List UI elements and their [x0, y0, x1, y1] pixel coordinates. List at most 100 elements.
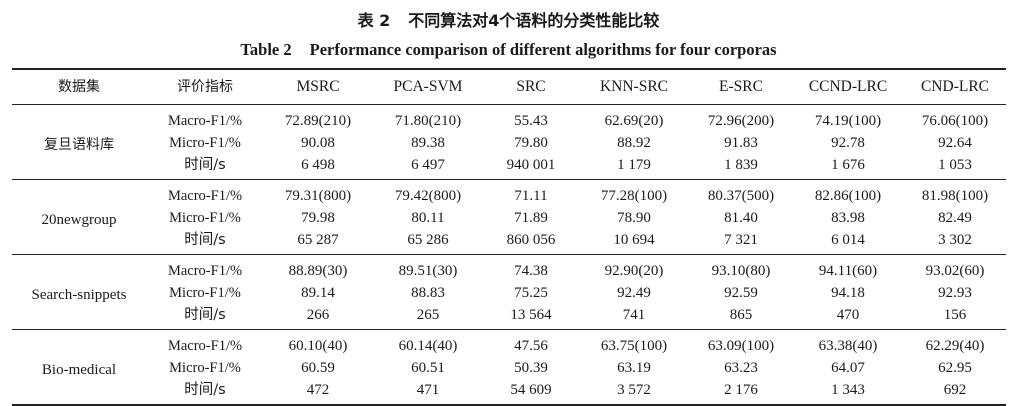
table-row: Bio-medical Macro-F1/% 60.10(40) 60.14(40) 4… — [12, 330, 1006, 378]
value-cell: 83.98 — [831, 210, 865, 226]
value-cell: 94.18 — [831, 285, 865, 301]
value-cell: 79.80 — [514, 135, 548, 151]
dataset-group: Search-snippets Macro-F1/% 88.89(30) 89.51(… — [12, 255, 1006, 330]
table-row: Micro-F1/% 60.59 60.51 50.39 63.19 63.23 64.07… — [12, 357, 1006, 379]
header-msrc: MSRC — [296, 78, 340, 95]
value-cell: 74.19(100) — [814, 113, 882, 129]
value-cell: 860 056 — [506, 232, 556, 248]
performance-table: 数据集 评价指标 MSRC PCA-SVM SRC KNN-SRC E-SRC … — [12, 68, 1006, 406]
table-row: Micro-F1/% 89.14 88.83 75.25 92.49 92.59 94.18… — [12, 282, 1006, 304]
metric-cell: Macro-F1/% — [167, 338, 243, 354]
value-cell: 89.14 — [301, 285, 335, 301]
value-cell: 472 — [306, 382, 330, 398]
value-cell: 265 — [416, 307, 440, 323]
value-cell: 60.51 — [411, 360, 445, 376]
value-cell: 266 — [306, 307, 330, 323]
value-cell: 865 — [729, 307, 753, 323]
value-cell: 741 — [622, 307, 646, 323]
header-knn-src: KNN-SRC — [599, 78, 669, 95]
value-cell: 79.42(800) — [394, 188, 462, 204]
table-title-en: Performance comparison of different algo… — [309, 40, 777, 59]
value-cell: 47.56 — [514, 338, 548, 354]
value-cell: 6 498 — [301, 157, 335, 173]
value-cell: 72.96(200) — [707, 113, 775, 129]
value-cell: 92.93 — [938, 285, 972, 301]
header-src: SRC — [516, 78, 546, 95]
table-number-en: Table 2 — [240, 40, 292, 59]
value-cell: 156 — [943, 307, 967, 323]
value-cell: 76.06(100) — [921, 113, 989, 129]
value-cell: 10 694 — [613, 232, 655, 248]
table-row: Micro-F1/% 90.08 89.38 79.80 88.92 91.83 92.78… — [12, 132, 1006, 154]
header-e-src: E-SRC — [719, 78, 763, 95]
value-cell: 7 321 — [724, 232, 758, 248]
value-cell: 88.89(30) — [288, 263, 348, 279]
metric-cell: Micro-F1/% — [169, 285, 241, 301]
value-cell: 60.59 — [301, 360, 335, 376]
value-cell: 64.07 — [831, 360, 865, 376]
value-cell: 72.89(210) — [284, 113, 352, 129]
table-row: 20newgroup Macro-F1/% 79.31(800) 79.42(800)… — [12, 180, 1006, 228]
value-cell: 82.86(100) — [814, 188, 882, 204]
metric-cell: 时间/s — [184, 307, 226, 323]
value-cell: 63.23 — [724, 360, 758, 376]
value-cell: 1 839 — [724, 157, 758, 173]
value-cell: 63.75(100) — [600, 338, 668, 354]
header-cnd-lrc: CND-LRC — [920, 78, 990, 95]
value-cell: 55.43 — [514, 113, 548, 129]
metric-cell: Macro-F1/% — [167, 263, 243, 279]
value-cell: 71.11 — [514, 188, 548, 204]
metric-cell: Macro-F1/% — [167, 113, 243, 129]
metric-cell: Micro-F1/% — [169, 360, 241, 376]
value-cell: 13 564 — [510, 307, 552, 323]
dataset-group: 复旦语料库 Macro-F1/% 72.89(210) 71.80(210) 55.43… — [12, 105, 1006, 180]
value-cell: 79.31(800) — [284, 188, 352, 204]
value-cell: 81.98(100) — [921, 188, 989, 204]
value-cell: 91.83 — [724, 135, 758, 151]
value-cell: 92.64 — [938, 135, 972, 151]
value-cell: 54 609 — [510, 382, 552, 398]
value-cell: 77.28(100) — [600, 188, 668, 204]
value-cell: 470 — [836, 307, 860, 323]
metric-cell: 时间/s — [184, 382, 226, 398]
value-cell: 71.80(210) — [394, 113, 462, 129]
table-header: 数据集 评价指标 MSRC PCA-SVM SRC KNN-SRC E-SRC … — [12, 69, 1006, 105]
header-metric: 评价指标 — [177, 79, 233, 95]
value-cell: 79.98 — [301, 210, 335, 226]
value-cell: 93.02(60) — [925, 263, 985, 279]
value-cell: 80.11 — [411, 210, 445, 226]
value-cell: 65 286 — [407, 232, 449, 248]
value-cell: 6 497 — [411, 157, 445, 173]
value-cell: 1 676 — [831, 157, 865, 173]
value-cell: 80.37(500) — [707, 188, 775, 204]
value-cell: 940 001 — [506, 157, 556, 173]
dataset-cell: 20newgroup — [41, 211, 117, 228]
header-ccnd-lrc: CCND-LRC — [808, 78, 888, 95]
value-cell: 92.78 — [831, 135, 865, 151]
value-cell: 6 014 — [831, 232, 865, 248]
value-cell: 63.38(40) — [818, 338, 878, 354]
value-cell: 65 287 — [297, 232, 339, 248]
value-cell: 92.49 — [617, 285, 651, 301]
dataset-cell: Search-snippets — [31, 286, 127, 303]
value-cell: 92.90(20) — [604, 263, 664, 279]
value-cell: 471 — [416, 382, 440, 398]
value-cell: 3 302 — [938, 232, 972, 248]
value-cell: 2 176 — [724, 382, 758, 398]
table-row: 时间/s 472 471 54 609 3 572 2 176 1 343 692 — [12, 379, 1006, 405]
value-cell: 88.92 — [617, 135, 651, 151]
value-cell: 1 179 — [617, 157, 651, 173]
header-pca-svm: PCA-SVM — [393, 78, 463, 95]
value-cell: 82.49 — [938, 210, 972, 226]
value-cell: 62.95 — [938, 360, 972, 376]
dataset-group: Bio-medical Macro-F1/% 60.10(40) 60.14(40) 4… — [12, 330, 1006, 405]
dataset-cell: 复旦语料库 — [44, 136, 114, 153]
value-cell: 75.25 — [514, 285, 548, 301]
table-number-zh: 表 2 — [357, 11, 391, 30]
table-row: 复旦语料库 Macro-F1/% 72.89(210) 71.80(210) 55.43… — [12, 105, 1006, 153]
value-cell: 60.14(40) — [398, 338, 458, 354]
value-cell: 93.10(80) — [711, 263, 771, 279]
value-cell: 62.29(40) — [925, 338, 985, 354]
metric-cell: Micro-F1/% — [169, 210, 241, 226]
table-row: 时间/s 65 287 65 286 860 056 10 694 7 321 6 014 3… — [12, 229, 1006, 255]
